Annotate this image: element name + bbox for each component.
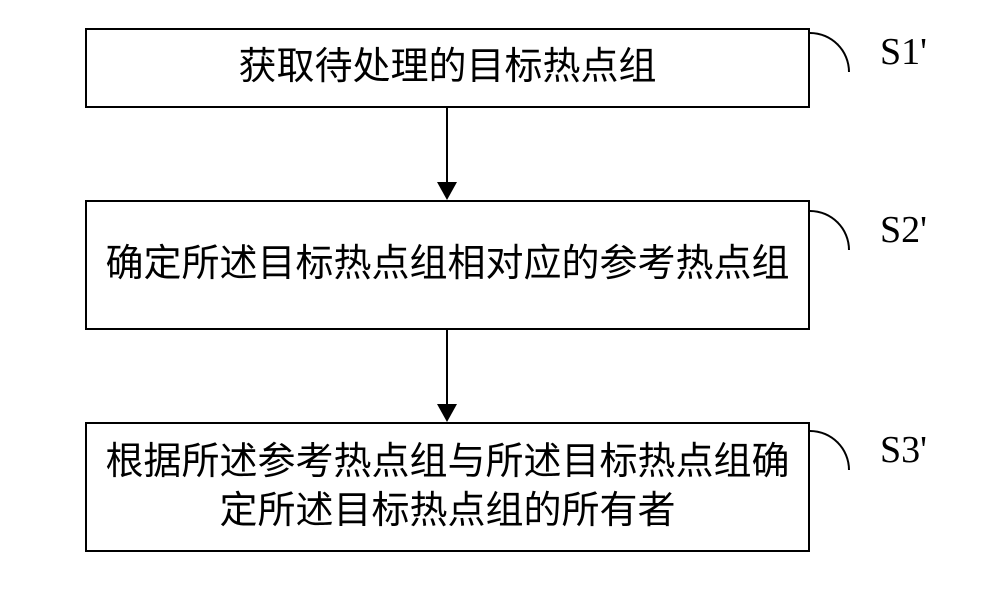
node-text: 获取待处理的目标热点组: [238, 43, 656, 92]
arrow-head: [437, 182, 457, 200]
node-text: 根据所述参考热点组与所述目标热点组确定所述目标热点组的所有者: [99, 438, 796, 537]
flowchart-node-s2: 确定所述目标热点组相对应的参考热点组: [85, 200, 810, 330]
connector-line: [810, 32, 850, 72]
flowchart-node-s1: 获取待处理的目标热点组: [85, 28, 810, 108]
step-label-s3: S3': [880, 428, 927, 472]
flowchart-container: 获取待处理的目标热点组 S1' 确定所述目标热点组相对应的参考热点组 S2' 根…: [0, 0, 1000, 616]
arrow-line: [446, 330, 448, 404]
flowchart-node-s3: 根据所述参考热点组与所述目标热点组确定所述目标热点组的所有者: [85, 422, 810, 552]
connector-line: [810, 210, 850, 250]
connector-line: [810, 430, 850, 470]
arrow-line: [446, 108, 448, 182]
step-label-s2: S2': [880, 208, 927, 252]
arrow-head: [437, 404, 457, 422]
node-text: 确定所述目标热点组相对应的参考热点组: [105, 240, 789, 289]
step-label-s1: S1': [880, 30, 927, 74]
